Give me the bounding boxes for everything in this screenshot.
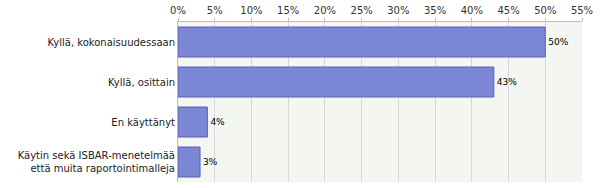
svg-text:45%: 45% [497,5,519,16]
svg-text:5%: 5% [207,5,223,16]
svg-text:55%: 55% [571,5,593,16]
svg-text:43%: 43% [497,77,517,87]
svg-text:15%: 15% [277,5,299,16]
svg-text:4%: 4% [210,117,225,127]
svg-text:En käyttänyt: En käyttänyt [111,117,175,128]
svg-text:50%: 50% [548,37,568,47]
svg-text:40%: 40% [461,5,483,16]
svg-text:50%: 50% [534,5,556,16]
svg-text:Käytin sekä ISBAR-menetelmääet: Käytin sekä ISBAR-menetelmääettä muita r… [18,150,175,174]
svg-text:25%: 25% [351,5,373,16]
svg-text:3%: 3% [203,157,218,167]
svg-text:20%: 20% [314,5,336,16]
svg-text:35%: 35% [424,5,446,16]
svg-text:0%: 0% [170,5,186,16]
svg-text:10%: 10% [240,5,262,16]
svg-text:30%: 30% [387,5,409,16]
svg-text:Kyllä, osittain: Kyllä, osittain [108,77,175,88]
svg-text:Kyllä, kokonaisuudessaan: Kyllä, kokonaisuudessaan [47,37,175,48]
